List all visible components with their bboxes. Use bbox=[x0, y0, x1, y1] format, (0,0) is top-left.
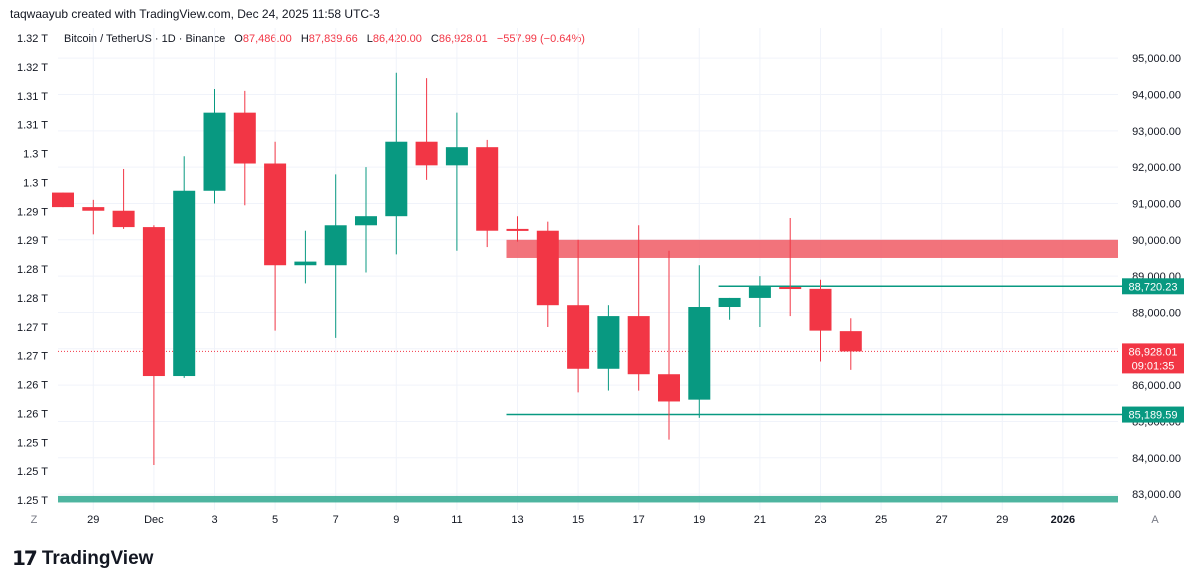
left-scale-label: 1.26 T bbox=[17, 380, 48, 392]
candle-body bbox=[355, 216, 377, 226]
candle-body bbox=[203, 112, 226, 191]
candle-body bbox=[324, 225, 347, 266]
change-value: −557.99 (−0.64%) bbox=[496, 33, 585, 45]
left-scale-label: 1.3 T bbox=[23, 177, 48, 189]
x-tick-label: 11 bbox=[451, 514, 462, 526]
x-tick-label: 23 bbox=[814, 514, 826, 526]
x-tick-label: 9 bbox=[393, 514, 399, 526]
left-scale-label: 1.28 T bbox=[17, 293, 48, 305]
candle-body bbox=[294, 261, 317, 266]
candle-body bbox=[52, 192, 74, 208]
open-label: O bbox=[234, 33, 243, 45]
y-tick-label: 84,000.00 bbox=[1132, 453, 1181, 465]
candle-body bbox=[506, 228, 529, 231]
left-scale-label: 1.27 T bbox=[17, 351, 48, 363]
y-tick-label: 88,000.00 bbox=[1132, 307, 1181, 319]
y-tick-label: 86,000.00 bbox=[1132, 380, 1181, 392]
candle-body bbox=[688, 307, 711, 400]
tradingview-logo: 𝟭𝟳 TradingView bbox=[12, 546, 153, 571]
candle-body bbox=[82, 207, 105, 211]
candle-body bbox=[445, 147, 468, 166]
x-tick-label: Dec bbox=[144, 514, 164, 526]
candle-body bbox=[718, 297, 741, 308]
close-value: 86,928.01 bbox=[438, 33, 488, 45]
x-tick-label: 5 bbox=[272, 514, 278, 526]
last-price-label: 86,928.01 bbox=[1129, 346, 1178, 358]
candle-body bbox=[385, 141, 408, 217]
support-price-label: 88,720.23 bbox=[1129, 281, 1178, 293]
bottom-band bbox=[58, 495, 1118, 503]
support-price-label: 85,189.59 bbox=[1129, 410, 1178, 422]
x-tick-label: 25 bbox=[875, 514, 887, 526]
last-price-tag bbox=[1122, 343, 1184, 374]
candle-body bbox=[779, 287, 802, 290]
brand-name: TradingView bbox=[41, 547, 154, 569]
symbol-title: Bitcoin / TetherUS · 1D · Binance bbox=[64, 33, 226, 45]
candle-body bbox=[233, 112, 256, 164]
candle-body bbox=[627, 316, 650, 375]
x-tick-label: 27 bbox=[936, 514, 948, 526]
y-tick-label: 91,000.00 bbox=[1132, 198, 1181, 210]
x-tick-label: 15 bbox=[572, 514, 584, 526]
low-value: 86,420.00 bbox=[372, 33, 422, 45]
left-scale-label: 1.25 T bbox=[17, 495, 48, 507]
left-scale-label: 1.25 T bbox=[17, 466, 48, 478]
candle-body bbox=[476, 147, 499, 231]
left-scale-label: 1.29 T bbox=[17, 235, 48, 247]
candle-body bbox=[536, 230, 559, 306]
low-label: L bbox=[366, 33, 373, 45]
x-tick-label: 29 bbox=[996, 514, 1008, 526]
candle-body bbox=[173, 190, 196, 377]
left-scale-label: 1.32 T bbox=[17, 62, 48, 74]
x-tick-label: 21 bbox=[754, 514, 766, 526]
x-tick-label: 2026 bbox=[1051, 514, 1075, 526]
resistance-zone bbox=[506, 239, 1118, 258]
left-scale-label: 1.32 T bbox=[17, 33, 48, 45]
left-scale-label: 1.31 T bbox=[17, 91, 48, 103]
left-scale-label: 1.29 T bbox=[17, 206, 48, 218]
x-tick-label: 29 bbox=[87, 514, 99, 526]
candle-body bbox=[112, 210, 135, 228]
x-tick-label: 3 bbox=[211, 514, 217, 526]
high-label: H bbox=[300, 33, 309, 45]
y-tick-label: 83,000.00 bbox=[1132, 489, 1181, 501]
y-tick-label: 94,000.00 bbox=[1132, 89, 1181, 101]
y-tick-label: 93,000.00 bbox=[1132, 126, 1181, 138]
high-value: 87,839.66 bbox=[308, 33, 358, 45]
x-tick-label: 7 bbox=[333, 514, 339, 526]
candle-body bbox=[264, 163, 287, 266]
candle-body bbox=[415, 141, 438, 166]
candle-body bbox=[658, 374, 680, 402]
left-scale-label: 1.25 T bbox=[17, 437, 48, 449]
y-tick-label: 90,000.00 bbox=[1132, 235, 1181, 247]
tradingview-logo-icon: 𝟭𝟳 bbox=[12, 548, 38, 570]
candle-body bbox=[567, 305, 590, 369]
left-scale-label: 1.26 T bbox=[17, 408, 48, 420]
candlestick-chart[interactable]: 83,000.0084,000.0085,000.0086,000.0087,0… bbox=[0, 0, 1200, 540]
left-scale-label: 1.31 T bbox=[17, 120, 48, 132]
candle-body bbox=[839, 331, 862, 352]
candle-body bbox=[809, 288, 832, 331]
y-tick-label: 95,000.00 bbox=[1132, 53, 1181, 65]
countdown-label: 09:01:35 bbox=[1132, 360, 1175, 372]
support-price-tag bbox=[1122, 278, 1184, 295]
chart-credit: taqwaayub created with TradingView.com, … bbox=[10, 7, 380, 21]
left-scale-label: 1.28 T bbox=[17, 264, 48, 276]
x-corner-left: Z bbox=[31, 514, 38, 526]
candle-body bbox=[142, 227, 165, 377]
left-scale-label: 1.3 T bbox=[23, 149, 48, 161]
candle-body bbox=[748, 287, 771, 298]
x-tick-label: 13 bbox=[511, 514, 523, 526]
symbol-legend: Bitcoin / TetherUS · 1D · Binance O87,48… bbox=[64, 33, 585, 45]
support-price-tag bbox=[1122, 406, 1184, 423]
x-tick-label: 17 bbox=[633, 514, 645, 526]
x-corner-right: A bbox=[1151, 514, 1159, 526]
x-tick-label: 19 bbox=[693, 514, 705, 526]
left-scale-label: 1.27 T bbox=[17, 322, 48, 334]
candle-body bbox=[597, 316, 620, 369]
open-value: 87,486.00 bbox=[242, 33, 292, 45]
close-label: C bbox=[430, 33, 439, 45]
y-tick-label: 92,000.00 bbox=[1132, 162, 1181, 174]
